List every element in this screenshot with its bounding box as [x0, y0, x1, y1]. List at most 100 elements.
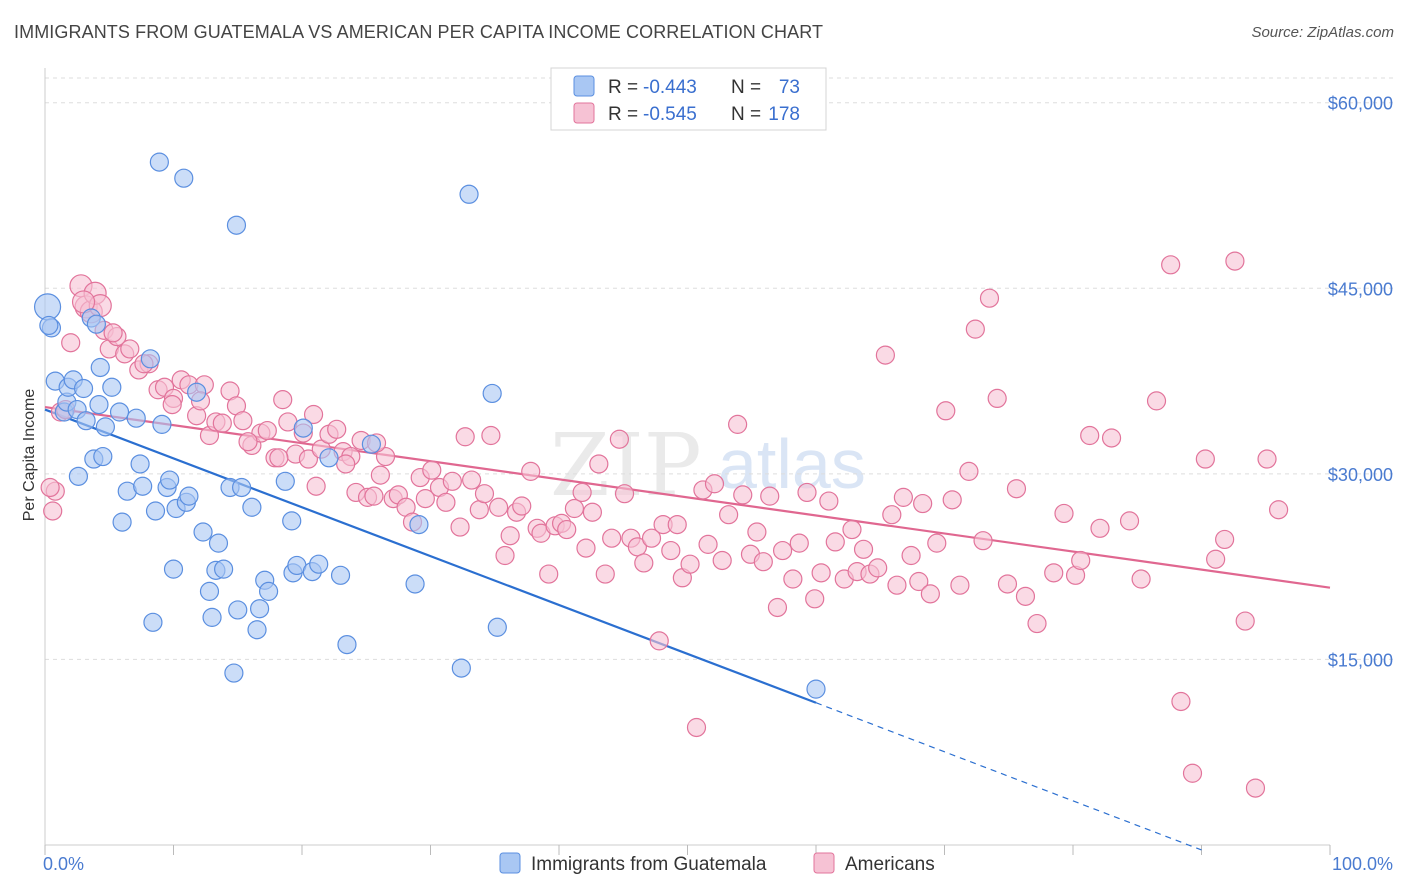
legend-n-value-blue: 73 — [779, 77, 800, 98]
point-americans — [1006, 479, 1027, 499]
point-guatemala — [39, 315, 59, 336]
point-guatemala — [242, 497, 262, 517]
bottom-legend-swatch-pink — [813, 852, 835, 874]
legend-r-label-blue: R = — [608, 77, 638, 98]
point-americans — [686, 717, 707, 738]
point-americans — [303, 404, 324, 425]
point-americans — [495, 545, 515, 566]
point-americans — [455, 427, 475, 447]
point-americans — [901, 545, 921, 566]
point-americans — [680, 554, 700, 574]
point-americans — [500, 526, 520, 546]
point-americans — [120, 339, 140, 359]
bottom-legend: Immigrants from Guatemala Americans — [499, 852, 935, 875]
point-americans — [767, 597, 788, 618]
point-guatemala — [258, 581, 279, 601]
point-americans — [1195, 449, 1215, 469]
point-americans — [576, 538, 596, 558]
point-guatemala — [202, 607, 222, 627]
y-tick-label: $15,000 — [1328, 650, 1393, 670]
trend-line-guatemala-extension — [815, 702, 1202, 851]
point-americans — [893, 487, 913, 507]
point-guatemala — [174, 168, 194, 188]
point-americans — [979, 288, 1000, 308]
point-americans — [853, 539, 874, 559]
point-americans — [825, 532, 845, 552]
point-guatemala — [208, 533, 229, 553]
point-americans — [589, 454, 609, 474]
point-guatemala — [361, 434, 381, 454]
point-americans — [819, 491, 839, 511]
axes: $15,000 $30,000 $45,000 $60,000 0.0% 100.0% — [43, 68, 1393, 874]
point-americans — [233, 411, 253, 431]
point-guatemala — [228, 600, 248, 620]
point-guatemala — [451, 658, 471, 678]
point-guatemala — [482, 383, 502, 404]
point-guatemala — [226, 215, 247, 235]
point-americans — [805, 589, 825, 609]
point-americans — [875, 345, 895, 365]
point-americans — [733, 485, 753, 505]
point-americans — [882, 505, 902, 525]
point-americans — [973, 531, 993, 551]
point-guatemala — [76, 411, 96, 431]
legend-r-value-blue: -0.443 — [643, 77, 697, 98]
y-tick-label: $30,000 — [1328, 465, 1393, 485]
legend-r-label-pink: R = — [608, 104, 638, 125]
point-americans — [582, 502, 603, 522]
point-americans — [704, 474, 725, 494]
point-americans — [162, 394, 182, 415]
point-americans — [909, 571, 929, 592]
point-americans — [698, 534, 718, 554]
point-guatemala — [140, 349, 160, 369]
point-americans — [521, 461, 541, 481]
point-americans — [481, 425, 501, 446]
point-americans — [212, 413, 232, 433]
point-americans — [61, 333, 81, 353]
point-americans — [667, 514, 687, 535]
point-guatemala — [224, 663, 244, 683]
point-americans — [43, 501, 63, 521]
point-guatemala — [86, 314, 107, 334]
x-tick-label: 100.0% — [1332, 854, 1393, 874]
point-americans — [789, 533, 809, 553]
point-americans — [1235, 611, 1255, 631]
legend-r-value-pink: -0.545 — [643, 104, 697, 125]
point-americans — [719, 505, 739, 525]
point-americans — [238, 432, 258, 452]
bottom-legend-label-pink: Americans — [845, 854, 935, 875]
point-guatemala — [405, 574, 425, 594]
point-americans — [959, 461, 979, 481]
point-guatemala — [806, 679, 826, 699]
point-americans — [641, 528, 662, 548]
point-americans — [469, 500, 489, 520]
legend-n-label-blue: N = — [731, 77, 761, 98]
point-guatemala — [109, 402, 130, 422]
point-guatemala — [249, 599, 270, 619]
point-americans — [1257, 449, 1277, 469]
point-guatemala — [232, 477, 252, 498]
point-americans — [557, 519, 577, 540]
point-guatemala — [275, 471, 295, 491]
point-americans — [609, 429, 629, 449]
point-americans — [474, 484, 495, 504]
point-americans — [489, 497, 509, 517]
point-americans — [868, 558, 888, 578]
source-credit: Source: ZipAtlas.com — [1251, 24, 1394, 41]
point-americans — [753, 552, 773, 572]
point-americans — [1225, 251, 1245, 271]
point-guatemala — [112, 512, 132, 532]
point-guatemala — [487, 617, 507, 637]
legend-n-value-pink: 178 — [768, 104, 800, 125]
point-americans — [649, 631, 669, 651]
point-americans — [415, 489, 435, 509]
point-guatemala — [152, 414, 172, 434]
point-americans — [364, 486, 384, 506]
point-americans — [1044, 563, 1064, 583]
point-guatemala — [143, 612, 163, 632]
point-guatemala — [337, 634, 357, 655]
x-tick-label: 0.0% — [43, 854, 84, 874]
point-americans — [760, 486, 780, 506]
point-americans — [306, 476, 326, 496]
